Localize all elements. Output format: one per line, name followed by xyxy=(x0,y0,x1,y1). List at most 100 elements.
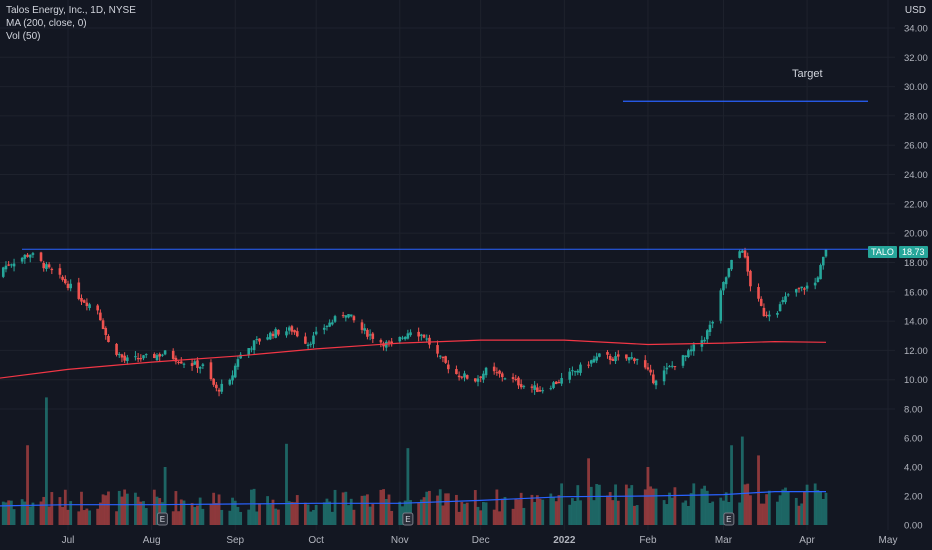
volume-bar xyxy=(762,503,766,525)
legend-symbol: Talos Energy, Inc., 1D, NYSE xyxy=(6,5,136,16)
volume-bar xyxy=(98,502,102,525)
volume-bar xyxy=(217,494,221,525)
volume-bar xyxy=(220,509,224,525)
candle-body xyxy=(821,256,825,266)
candle-body xyxy=(625,354,628,359)
volume-bar xyxy=(665,504,669,525)
volume-bar xyxy=(309,511,313,525)
currency-label[interactable]: USD xyxy=(904,5,926,16)
volume-bar xyxy=(96,508,100,525)
candle-body xyxy=(727,268,731,277)
candle-body xyxy=(460,376,464,378)
volume-bar xyxy=(344,491,348,525)
candle-body xyxy=(28,254,32,258)
volume-bar xyxy=(757,455,760,525)
price-tick-label: 28.00 xyxy=(904,111,928,122)
candle-body xyxy=(757,287,760,299)
volume-bar xyxy=(247,509,251,525)
volume-bar xyxy=(82,510,86,525)
volume-bar xyxy=(328,501,332,525)
candle-body xyxy=(123,355,126,361)
price-tick-label: 12.00 xyxy=(904,346,928,357)
price-tick-label: 26.00 xyxy=(904,141,928,152)
volume-bar xyxy=(476,506,480,525)
candle-body xyxy=(115,343,118,355)
volume-bar xyxy=(425,491,429,525)
candle-body xyxy=(768,314,771,317)
volume-bar xyxy=(587,458,590,525)
volume-bar xyxy=(446,493,450,525)
candle-body xyxy=(142,355,145,359)
volume-bar xyxy=(738,502,742,525)
volume-bar xyxy=(198,497,202,525)
volume-bar xyxy=(80,491,83,525)
candle-body xyxy=(738,251,741,258)
volume-bar xyxy=(163,467,167,525)
volume-bar xyxy=(252,488,256,525)
candle-body xyxy=(134,356,137,358)
candle-body xyxy=(285,331,288,336)
candle-body xyxy=(595,356,598,361)
volume-bar xyxy=(436,495,439,525)
volume-bar xyxy=(805,484,809,525)
candle-body xyxy=(379,340,383,343)
volume-bar xyxy=(473,490,477,525)
candle-body xyxy=(117,354,121,356)
volume-bar xyxy=(363,495,367,525)
volume-bar xyxy=(387,494,391,525)
volume-bar xyxy=(705,490,709,525)
volume-bar xyxy=(819,492,822,525)
candle-body xyxy=(255,339,259,341)
candle-body xyxy=(258,338,261,342)
volume-bar xyxy=(749,495,752,525)
candle-body xyxy=(514,378,518,380)
volume-bar xyxy=(767,490,771,525)
earnings-badge xyxy=(723,512,735,526)
volume-bar xyxy=(12,509,16,525)
candle-body xyxy=(662,370,666,382)
volume-bar xyxy=(58,497,62,525)
volume-bar xyxy=(9,500,13,525)
volume-bar xyxy=(379,489,383,525)
volume-bar xyxy=(26,445,29,525)
time-tick-label: Apr xyxy=(799,535,815,546)
price-tick-label: 8.00 xyxy=(904,405,923,416)
volume-bar xyxy=(177,511,180,525)
volume-bar xyxy=(579,500,582,525)
candle-body xyxy=(198,366,202,369)
candle-body xyxy=(500,373,504,378)
candle-body xyxy=(708,324,712,332)
candle-body xyxy=(784,296,787,303)
candle-body xyxy=(778,304,782,312)
time-tick-label: Oct xyxy=(308,535,324,546)
candle-body xyxy=(304,336,307,344)
volume-bar xyxy=(576,485,580,525)
volume-bar xyxy=(573,500,577,525)
candle-body xyxy=(652,374,655,384)
volume-bar xyxy=(142,501,145,525)
candle-body xyxy=(422,334,426,338)
volume-bar xyxy=(101,494,105,525)
volume-bar xyxy=(152,489,156,525)
volume-bar xyxy=(274,508,278,525)
candle-body xyxy=(4,265,8,270)
volume-bar xyxy=(333,489,337,525)
volume-bar xyxy=(668,492,671,525)
candle-body xyxy=(511,377,515,380)
candle-body xyxy=(171,350,175,359)
time-tick-label: Nov xyxy=(391,535,409,546)
candle-body xyxy=(463,373,466,378)
candle-body xyxy=(746,256,750,272)
volume-bar xyxy=(746,483,750,525)
volume-bar xyxy=(20,499,24,525)
volume-bar xyxy=(347,505,350,525)
volume-bar xyxy=(535,495,539,525)
candle-body xyxy=(441,356,445,359)
volume-bar xyxy=(765,494,769,525)
volume-bar xyxy=(530,494,534,525)
candle-body xyxy=(179,361,183,364)
candle-body xyxy=(492,366,496,372)
candle-body xyxy=(705,330,709,340)
volume-bar xyxy=(781,489,785,525)
